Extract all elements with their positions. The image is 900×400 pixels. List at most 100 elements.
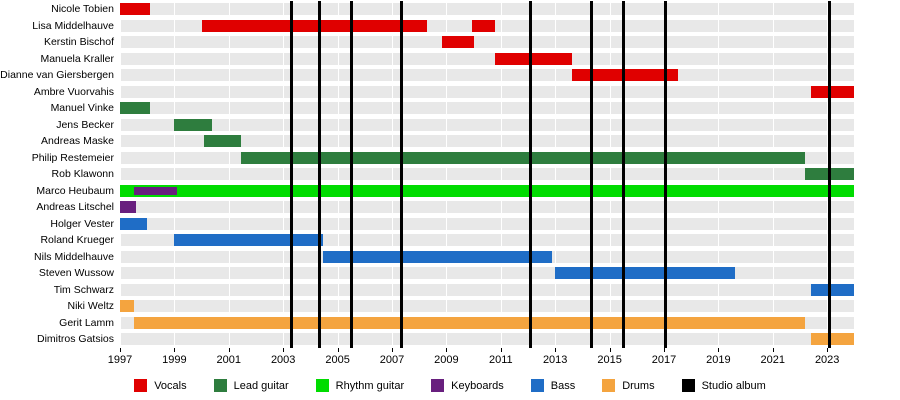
timeline-row-band [120,333,855,346]
x-axis-tick-label: 2021 [760,354,786,366]
x-axis-tick [283,348,284,352]
timeline-bar-drums [133,316,806,329]
year-gridline [338,1,339,348]
x-axis-tick [229,348,230,352]
member-label: Jens Becker [56,118,114,131]
x-axis-tick [773,348,774,352]
studio-album-line [663,1,667,348]
lead_guitar-color-swatch [213,379,227,392]
x-axis-tick-label: 2017 [651,354,677,366]
timeline-row-band [120,102,855,115]
member-label: Tim Schwarz [53,283,114,296]
timeline-row-band [120,52,855,65]
x-axis-tick-label: 2011 [488,354,513,366]
timeline-bar-keyboards [120,201,137,214]
x-axis-tick [718,348,719,352]
x-axis-tick [338,348,339,352]
member-label: Marco Heubaum [36,184,114,197]
timeline-bar-lead_guitar [174,118,213,131]
timeline-bar-bass [555,267,735,280]
legend: Vocals Lead guitar Rhythm guitar Keyboards B… [0,379,900,392]
member-label: Manuela Kraller [40,52,114,65]
year-gridline [773,1,774,348]
timeline-row-band [120,300,855,313]
member-label: Lisa Middelhauve [32,19,114,32]
x-axis-tick-label: 2001 [216,354,242,366]
x-axis-tick-label: 2009 [434,354,459,366]
year-gridline [120,1,121,348]
timeline-row-band [120,3,855,16]
legend-item-rhythm_guitar: Rhythm guitar [315,379,405,392]
legend-label-rhythm_guitar: Rhythm guitar [335,379,405,392]
x-axis-tick [446,348,447,352]
timeline-bar-vocals [442,36,474,49]
member-label: Kerstin Bischof [43,36,114,49]
x-axis-tick-label: 2003 [270,354,296,366]
x-axis-tick-label: 2023 [814,354,840,366]
x-axis-tick-label: 1999 [162,354,187,366]
x-axis-tick [174,348,175,352]
bass-color-swatch [530,379,544,392]
year-gridline [229,1,230,348]
x-axis-tick-label: 2019 [706,354,731,366]
member-label: Steven Wussow [38,267,114,280]
legend-item-studio_album: Studio album [681,379,766,392]
timeline-bar-bass [810,283,855,296]
studio-album-line [349,1,353,348]
studio-album-line [529,1,533,348]
timeline-bar-bass [120,217,148,230]
timeline-row-band [120,85,855,98]
member-label: Dimitros Gatsios [36,333,114,346]
timeline-bar-vocals [472,19,496,32]
x-axis-tick [555,348,556,352]
studio-album-line [400,1,404,348]
timeline-row-band [120,168,855,181]
studio-album-line [590,1,594,348]
member-label: Roland Krueger [40,234,114,247]
timeline-bar-vocals [810,85,855,98]
legend-item-vocals: Vocals [134,379,187,392]
x-axis-tick-label: 2013 [542,354,568,366]
rhythm_guitar-color-swatch [315,379,329,392]
timeline-row-band [120,118,855,131]
member-label: Nils Middelhauve [34,250,114,263]
timeline-row-band [120,217,855,230]
timeline-bar-lead_guitar [241,151,806,164]
studio-album-line [621,1,625,348]
x-axis-tick [664,348,665,352]
legend-item-bass: Bass [530,379,575,392]
timeline-bar-vocals [201,19,428,32]
member-label: Rob Klawonn [51,168,114,181]
timeline-bar-lead_guitar [204,135,242,148]
member-label: Niki Weltz [67,300,114,313]
year-gridline [392,1,393,348]
timeline-row-band [120,283,855,296]
member-label: Ambre Vuorvahis [33,85,114,98]
member-label: Philip Restemeier [31,151,114,164]
timeline-row-band [120,69,855,82]
timeline-bar-drums [810,333,855,346]
x-axis-tick [501,348,502,352]
timeline-row-band [120,135,855,148]
legend-item-keyboards: Keyboards [431,379,504,392]
x-axis-tick [120,348,121,352]
x-axis-tick [392,348,393,352]
timeline-bar-drums [120,300,134,313]
vocals-color-swatch [134,379,148,392]
legend-label-vocals: Vocals [154,379,187,392]
year-gridline [174,1,175,348]
year-gridline [501,1,502,348]
year-gridline [555,1,556,348]
member-label: Nicole Tobien [51,3,114,16]
studio_album-color-swatch [681,379,695,392]
x-axis-tick-label: 2007 [379,354,405,366]
legend-label-lead_guitar: Lead guitar [233,379,289,392]
timeline-bar-keyboards [133,186,178,195]
studio-album-line [318,1,322,348]
timeline-row-band [120,36,855,49]
legend-label-drums: Drums [622,379,655,392]
studio-album-line [828,1,832,348]
x-axis-tick-label: 2005 [325,354,350,366]
legend-label-studio_album: Studio album [701,379,766,392]
